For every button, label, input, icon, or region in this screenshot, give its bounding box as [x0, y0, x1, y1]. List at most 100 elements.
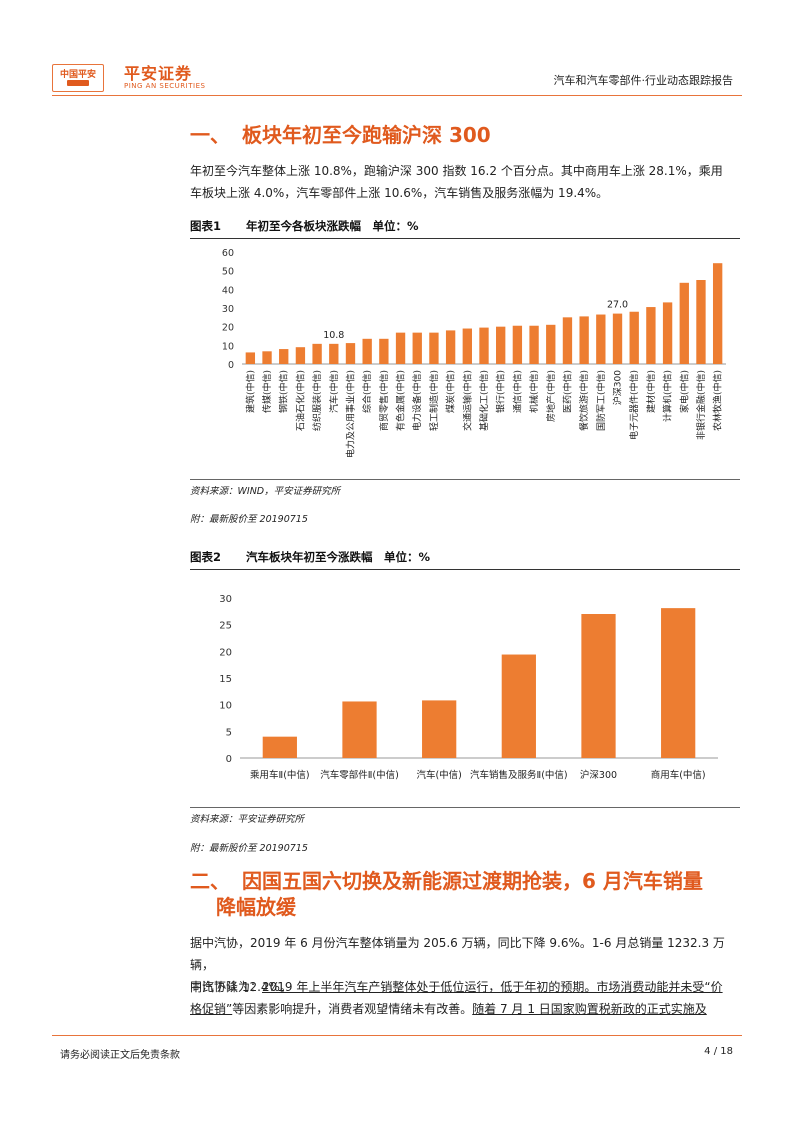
chart2-category-label: 商用车(中信) — [651, 769, 706, 781]
company-name-cn: 平安证券 — [124, 64, 193, 83]
chart1-category-label: 国防军工(中信) — [595, 370, 607, 431]
chart2-bar — [581, 614, 616, 758]
chart1-bar — [395, 332, 406, 364]
chart2-ytick-label: 10 — [219, 701, 232, 712]
chart1-category-label: 纺织服装(中信) — [311, 370, 323, 431]
footer-divider — [52, 1035, 742, 1036]
figure1-note: 附：最新股价至 20190715 — [190, 514, 308, 525]
figure2-label: 图表2 — [190, 550, 222, 564]
chart1-category-label: 房地产(中信) — [545, 370, 557, 422]
section2-para2-rest: 等因素影响提升，消费者观望情绪未有改善。 — [232, 1002, 473, 1016]
chart1-bar — [295, 347, 306, 364]
figure2-title: 汽车板块年初至今涨跌幅 单位：% — [246, 550, 431, 564]
chart1-category-label: 机械(中信) — [528, 370, 540, 413]
section2-para1-line1: 据中汽协，2019 年 6 月份汽车整体销量为 205.6 万辆，同比下降 9.… — [190, 936, 725, 972]
figure1-title-bar: 图表1 年初至今各板块涨跌幅 单位：% — [190, 218, 740, 239]
chart1-bar — [412, 332, 422, 364]
figure2-note: 附：最新股价至 20190715 — [190, 843, 308, 854]
section2-paragraph2: 中汽协认为：2019 年上半年汽车产销整体处于低位运行，低于年初的预期。市场消费… — [190, 976, 742, 1020]
section1-heading: 一、 板块年初至今跑输沪深 300 — [190, 119, 491, 148]
chart1-bar — [712, 263, 723, 364]
chart1-ytick-label: 40 — [222, 285, 234, 296]
figure2-chart: 0 5 10 15 20 25 30 乘用车Ⅱ(中信) 汽车零部件Ⅱ(中信) 汽车(中信) 汽车销售… — [219, 594, 718, 781]
company-logo-badge: 中国平安 — [52, 64, 104, 92]
chart1-ytick-label: 20 — [222, 323, 234, 334]
chart2-ytick-label: 5 — [226, 727, 232, 738]
page-number: 4 / 18 — [704, 1046, 733, 1057]
figure1-title: 年初至今各板块涨跌幅 单位：% — [246, 219, 419, 233]
chart2-category-label: 汽车零部件Ⅱ(中信) — [320, 769, 399, 781]
chart1-bar — [579, 316, 589, 364]
logo-badge-text: 中国平安 — [59, 70, 96, 80]
header-divider — [52, 95, 742, 96]
chart2-bar — [342, 701, 377, 758]
section2-title-line1: 因国五国六切换及新能源过渡期抢装，6 月汽车销量 — [242, 869, 703, 893]
chart1-category-label: 汽车(中信) — [328, 370, 340, 413]
chart1-bar — [245, 352, 256, 364]
chart1-bar — [629, 311, 639, 364]
figure2-source: 资料来源：平安证券研究所 — [190, 807, 740, 825]
chart1-bar — [696, 280, 706, 364]
chart1-ytick-label: 60 — [222, 248, 234, 259]
chart2-category-label: 乘用车Ⅱ(中信) — [250, 769, 310, 781]
chart2-ytick-label: 0 — [226, 754, 232, 765]
chart1-category-label: 基础化工(中信) — [478, 370, 490, 431]
section1-paragraph: 年初至今汽车整体上涨 10.8%，跑输沪深 300 指数 16.2 个百分点。其… — [190, 160, 742, 204]
chart1-bar — [679, 282, 689, 364]
chart1-category-label: 医药(中信) — [561, 370, 573, 413]
chart1-category-label: 餐饮旅游(中信) — [578, 370, 590, 431]
chart2-ytick-label: 30 — [219, 594, 232, 605]
chart1-category-label: 轻工制造(中信) — [428, 370, 440, 431]
chart1-category-label: 通信(中信) — [511, 370, 523, 413]
chart1-bar — [596, 314, 606, 364]
chart2-category-label: 沪深300 — [580, 769, 617, 781]
chart1-bar — [529, 325, 539, 364]
chart1-bar — [345, 343, 356, 364]
chart1-bar — [646, 307, 656, 364]
chart2-category-label: 汽车销售及服务Ⅱ(中信) — [470, 769, 568, 781]
chart1-category-label: 家电(中信) — [678, 370, 690, 413]
chart1-category-label: 石油石化(中信) — [294, 370, 306, 431]
chart1-bar — [612, 313, 623, 364]
figure1-chart: 0 10 20 30 40 50 60 建筑(中信) 传媒(中信) 钢铁(中信) 石油石化(中信) 纺… — [222, 248, 726, 458]
chart1-category-label: 计算机(中信) — [662, 370, 674, 422]
section1-title: 板块年初至今跑输沪深 300 — [242, 123, 491, 147]
chart1-category-label: 非银行金融(中信) — [695, 370, 707, 440]
chart2-bar — [661, 608, 696, 758]
section1-para-line2: 车板块上涨 4.0%，汽车零部件上涨 10.6%，汽车销售及服务涨幅为 19.4… — [190, 186, 609, 200]
chart1-bar — [662, 302, 673, 364]
figure1-label: 图表1 — [190, 219, 222, 233]
section2-para2-underlined2: 格促销” — [190, 1002, 233, 1016]
chart1-category-label: 建材(中信) — [645, 370, 657, 413]
chart1-category-label: 交通运输(中信) — [461, 370, 473, 431]
chart1-category-label: 银行(中信) — [495, 370, 507, 413]
chart1-bar — [546, 324, 556, 364]
section2-title-line2: 降幅放缓 — [216, 895, 296, 919]
section2-para2-line2: 格促销”等因素影响提升，消费者观望情绪未有改善。随着 7 月 1 日国家购置税新… — [190, 998, 742, 1020]
section2-para1-line2: 同比下降 12.4%。 — [190, 980, 292, 994]
chart1-category-label: 有色金属(中信) — [395, 370, 407, 431]
chart2-category-label: 汽车(中信) — [416, 769, 461, 781]
chart2-bar — [422, 700, 457, 758]
chart1-category-label: 建筑(中信) — [244, 370, 256, 413]
chart2-ytick-label: 20 — [219, 647, 232, 658]
chart2-bar — [501, 654, 536, 758]
section2-para2-line1: 中汽协认为：2019 年上半年汽车产销整体处于低位运行，低于年初的预期。市场消费… — [190, 976, 742, 998]
chart1-bar — [329, 343, 339, 364]
chart1-bar — [462, 328, 472, 364]
figure1-source: 资料来源：WIND，平安证券研究所 — [190, 479, 740, 497]
chart1-category-label: 煤炭(中信) — [445, 370, 457, 413]
company-name-en: PING AN SECURITIES — [124, 82, 206, 90]
chart1-category-label: 综合(中信) — [361, 370, 373, 413]
chart1-bar — [362, 338, 372, 364]
chart1-category-label: 电力设备(中信) — [411, 370, 423, 431]
chart1-bar — [312, 343, 322, 364]
chart1-data-label: 10.8 — [323, 330, 344, 341]
chart1-bar — [429, 332, 439, 364]
chart1-bar — [379, 338, 389, 364]
section2-number: 二、 — [190, 869, 230, 893]
section2-para2-prefix: 中汽协认为： — [190, 980, 263, 994]
chart1-ytick-label: 30 — [222, 304, 234, 315]
chart1-category-label: 农林牧渔(中信) — [712, 370, 724, 431]
footer-disclaimer: 请务必阅读正文后免责条款 — [60, 1050, 180, 1061]
